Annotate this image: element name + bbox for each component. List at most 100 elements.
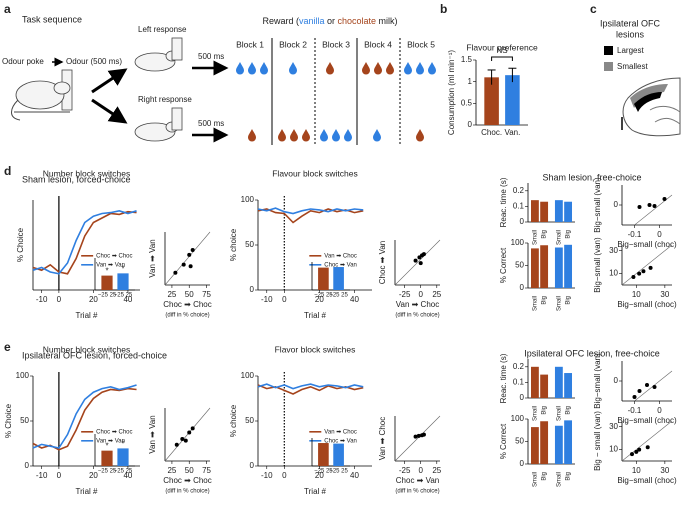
x-tick-label: −25 25 xyxy=(114,293,133,299)
chart-title: Flavor block switches xyxy=(275,344,356,354)
bar xyxy=(564,420,573,464)
point xyxy=(645,383,649,387)
x-tick-label: Big xyxy=(542,406,548,415)
x-tick-label: 0 xyxy=(657,406,662,415)
bar xyxy=(333,443,344,466)
x-tick-label: 20 xyxy=(89,471,98,480)
x-tick-label: Big xyxy=(566,296,572,305)
y-axis-label: Big − small (van) xyxy=(593,411,602,471)
point xyxy=(181,262,186,267)
y-axis-label: Van ➡ Choc xyxy=(378,417,387,460)
x-axis-label: Choc ➡ Choc xyxy=(163,476,212,485)
block-label: Block 4 xyxy=(364,39,392,49)
point xyxy=(187,252,192,257)
point xyxy=(662,197,667,201)
point xyxy=(648,265,653,270)
identity-line xyxy=(164,231,211,286)
x-tick-label: Big xyxy=(542,472,548,481)
chart-title: Flavour block switches xyxy=(272,168,358,178)
text: chocolate xyxy=(338,16,377,26)
x-tick-label: -0.1 xyxy=(628,406,642,415)
x-tick-label: −25 25 xyxy=(98,293,117,299)
bar xyxy=(554,247,563,288)
delay-label: 500 ms xyxy=(198,119,224,128)
legend-swatch xyxy=(604,46,613,55)
bar xyxy=(101,450,113,466)
x-tick-label: 25 xyxy=(432,466,441,475)
y-axis-label: Reac. time (s) xyxy=(499,177,508,227)
x-tick-label: 40 xyxy=(123,471,132,480)
x-tick-label: 0 xyxy=(418,290,423,299)
chart-title: Number block switches xyxy=(43,344,130,354)
chart-title: Number block switches xyxy=(43,168,130,178)
bar xyxy=(540,374,549,398)
point xyxy=(190,247,195,252)
bar xyxy=(333,267,344,290)
block-label: Block 2 xyxy=(279,39,307,49)
x-tick-label: 0 xyxy=(57,471,62,480)
line-series xyxy=(257,383,364,390)
x-axis-note: (diff in % choice) xyxy=(165,489,209,495)
point xyxy=(190,426,195,431)
significance-bracket xyxy=(491,56,513,61)
bar xyxy=(564,244,573,288)
bar xyxy=(530,366,539,398)
point xyxy=(652,385,657,389)
x-tick-label: 50 xyxy=(185,466,194,475)
point xyxy=(637,389,642,393)
x-tick-label: 50 xyxy=(185,290,194,299)
legend-swatch xyxy=(604,62,613,71)
point xyxy=(645,445,650,450)
y-tick-label: 1 xyxy=(468,77,473,86)
point xyxy=(421,432,426,437)
panel-title: Task sequence xyxy=(22,14,82,24)
significance-marker: * xyxy=(121,440,124,449)
x-tick-label: 20 xyxy=(315,295,324,304)
bar xyxy=(101,275,113,290)
legend-label: Van ➡ Choc xyxy=(324,253,357,259)
x-tick-label: 25 xyxy=(432,290,441,299)
brain-section xyxy=(621,77,681,137)
point xyxy=(647,203,652,207)
x-axis-label: Choc ➡ Choc xyxy=(163,300,212,309)
point xyxy=(631,275,636,279)
y-tick-label: 0 xyxy=(520,459,525,468)
x-tick-label: -25 xyxy=(399,290,411,299)
point xyxy=(641,269,646,274)
x-tick-label: 75 xyxy=(202,466,211,475)
point xyxy=(174,442,179,447)
y-axis-label: % Choice xyxy=(16,227,25,262)
panel-label: d xyxy=(4,164,11,178)
x-tick-label: 25 xyxy=(167,290,176,299)
x-axis-label: Big−small (choc) xyxy=(617,416,677,425)
point xyxy=(180,436,185,441)
y-tick-label: 0 xyxy=(25,461,30,470)
x-tick-label: 10 xyxy=(632,466,641,475)
y-tick-label: 100 xyxy=(511,238,525,247)
x-tick-label: −25 25 xyxy=(329,293,348,299)
identity-line xyxy=(394,239,441,286)
y-axis-label: Van ➡ Van xyxy=(148,415,157,453)
bar xyxy=(530,248,539,288)
point xyxy=(634,449,639,454)
point xyxy=(421,252,426,257)
x-tick-label: 30 xyxy=(660,290,669,299)
x-tick-label: Big xyxy=(566,472,572,481)
x-axis-label: Van ➡ Choc xyxy=(396,300,439,309)
block-label: Block 1 xyxy=(236,39,264,49)
point xyxy=(637,447,642,452)
step-label: Odour (500 ms) xyxy=(66,57,122,66)
legend-label: Van ➡ Choc xyxy=(324,429,357,435)
y-tick-label: 50 xyxy=(20,416,29,425)
legend-label: Choc ➡ Van xyxy=(324,262,357,268)
x-tick-label: 40 xyxy=(123,295,132,304)
y-axis-label: Consumption (ml min⁻¹) xyxy=(447,50,456,135)
x-tick-label: 20 xyxy=(315,471,324,480)
y-tick-label: 50 xyxy=(515,437,524,446)
x-tick-label: 20 xyxy=(89,295,98,304)
y-tick-label: 100 xyxy=(241,195,255,204)
x-tick-label: -25 xyxy=(399,466,411,475)
bar xyxy=(554,200,563,222)
line-series xyxy=(32,384,137,449)
y-tick-label: 10 xyxy=(609,269,618,278)
